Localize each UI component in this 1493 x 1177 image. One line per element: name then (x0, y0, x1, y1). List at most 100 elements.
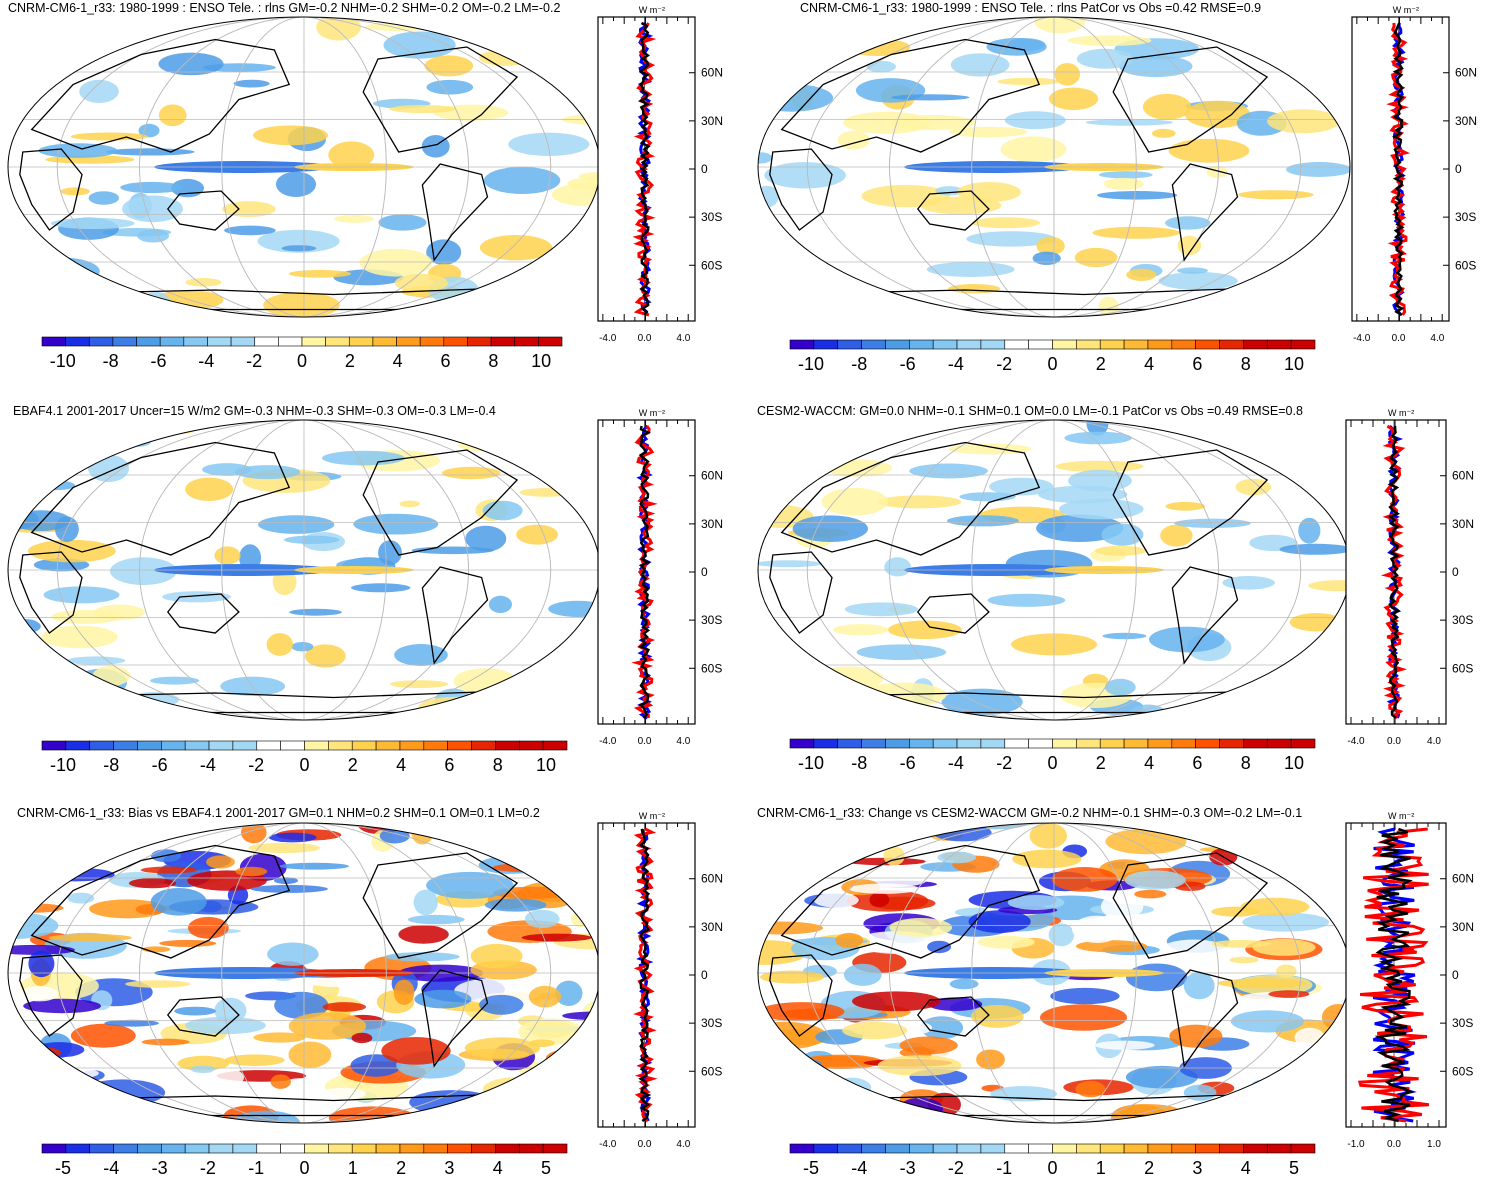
field-patch (23, 998, 101, 1014)
colorbar-label: -10 (50, 351, 76, 371)
zonal-profile-5: W m⁻² -4.0 0.0 4.0 60N 30N 0 30S 60S (597, 811, 723, 1150)
colorbar-swatch (1099, 1143, 1125, 1154)
colorbar-swatch (1195, 738, 1220, 749)
colorbar-swatch (1147, 738, 1173, 749)
profile-line-model (632, 827, 658, 1123)
field-patch (884, 308, 952, 317)
field-patch (79, 79, 119, 103)
colorbar-swatch (113, 740, 138, 751)
meridian (221, 420, 387, 720)
lat-label: 0 (1452, 968, 1459, 982)
colorbar-swatch (423, 1143, 448, 1154)
colorbar-label: 2 (345, 351, 355, 371)
field-patch (426, 79, 474, 95)
field-patch (1098, 171, 1153, 179)
coastline (1171, 969, 1239, 1068)
field-patch (472, 1110, 501, 1118)
meridian (971, 420, 1137, 720)
colorbar-swatch (41, 336, 66, 347)
colorbar-label: -1 (248, 1158, 264, 1177)
field-patch (478, 49, 532, 66)
map-border (757, 16, 1351, 318)
coastline (780, 38, 1041, 153)
colorbar-label: 6 (441, 351, 451, 371)
lat-label: 30S (1452, 613, 1473, 627)
field-patch (177, 1055, 230, 1071)
colorbar-label: 4 (1241, 1158, 1251, 1177)
colorbar-swatch (1123, 1143, 1149, 1154)
field-patch (519, 488, 573, 497)
colorbar-label: -2 (200, 1158, 216, 1177)
field-patch (257, 229, 340, 253)
colorbar-swatch (789, 339, 815, 350)
profile-tick-label: -4.0 (1347, 736, 1365, 747)
field-patch (1235, 478, 1272, 496)
lat-label: 30N (701, 114, 723, 128)
colorbar-swatch (1123, 738, 1149, 749)
field-patch (8, 619, 41, 634)
colorbar-label: -6 (150, 351, 166, 371)
colorbar-swatch (932, 738, 958, 749)
field-patch (987, 593, 1066, 607)
colorbar-swatch (789, 738, 815, 749)
colorbar-swatch (1052, 339, 1077, 350)
field-patch (1272, 833, 1334, 840)
field-patch (883, 846, 905, 866)
field-patch (92, 665, 131, 687)
field-patch (1074, 247, 1118, 268)
field-patch (20, 986, 59, 1002)
map-1 (7, 16, 601, 318)
lat-label: 30N (1452, 920, 1474, 934)
field-patch (764, 162, 846, 189)
field-patch (528, 283, 600, 305)
field-patch (484, 898, 547, 912)
map-6 (757, 822, 1351, 1124)
field-patch (866, 60, 896, 73)
field-patch (70, 1023, 136, 1048)
colorbar-swatch (518, 740, 544, 751)
field-patch (1051, 867, 1118, 892)
field-patch (1159, 939, 1228, 962)
colorbar-swatch (208, 1143, 234, 1154)
field-patch (470, 943, 523, 969)
field-patch (319, 1087, 366, 1100)
field-patch (185, 477, 234, 501)
field-patch (274, 991, 329, 1020)
colorbar-swatch (89, 740, 114, 751)
colorbar-label: 8 (488, 351, 498, 371)
coastline (421, 969, 489, 1068)
field-patch (941, 688, 1023, 716)
field-patch (899, 1036, 958, 1055)
field-patch (1169, 1024, 1223, 1048)
field-patch (968, 910, 1031, 933)
lat-label: 0 (701, 162, 708, 176)
field-patch (932, 824, 992, 842)
field-patch (464, 1037, 540, 1059)
field-patch (120, 181, 183, 194)
field-patch (267, 942, 319, 966)
field-patch (1131, 823, 1194, 831)
lat-label: 30S (1452, 1016, 1473, 1030)
field-patch (1286, 162, 1350, 177)
field-patch (1092, 226, 1180, 239)
colorbar-label: 5 (541, 1158, 551, 1177)
field-patch (770, 851, 807, 860)
coastline (1112, 46, 1269, 153)
lat-label: 30S (1455, 210, 1476, 224)
profile-line-model (1357, 827, 1430, 1123)
field-patch (126, 1102, 158, 1118)
field-patch (521, 933, 592, 942)
colorbar-label: 2 (1096, 354, 1106, 374)
field-patch (29, 823, 56, 834)
units-label: W m⁻² (639, 5, 665, 15)
field-patch (1142, 93, 1192, 120)
colorbar-label: -5 (803, 1158, 819, 1177)
meridian (889, 17, 1219, 317)
coastline (769, 551, 833, 634)
colorbar-swatch (396, 336, 421, 347)
field-patch (1098, 296, 1119, 316)
field-patch (1149, 626, 1225, 653)
field-patch (488, 595, 512, 614)
field-patch (8, 944, 75, 955)
field-patch (1248, 1079, 1278, 1104)
